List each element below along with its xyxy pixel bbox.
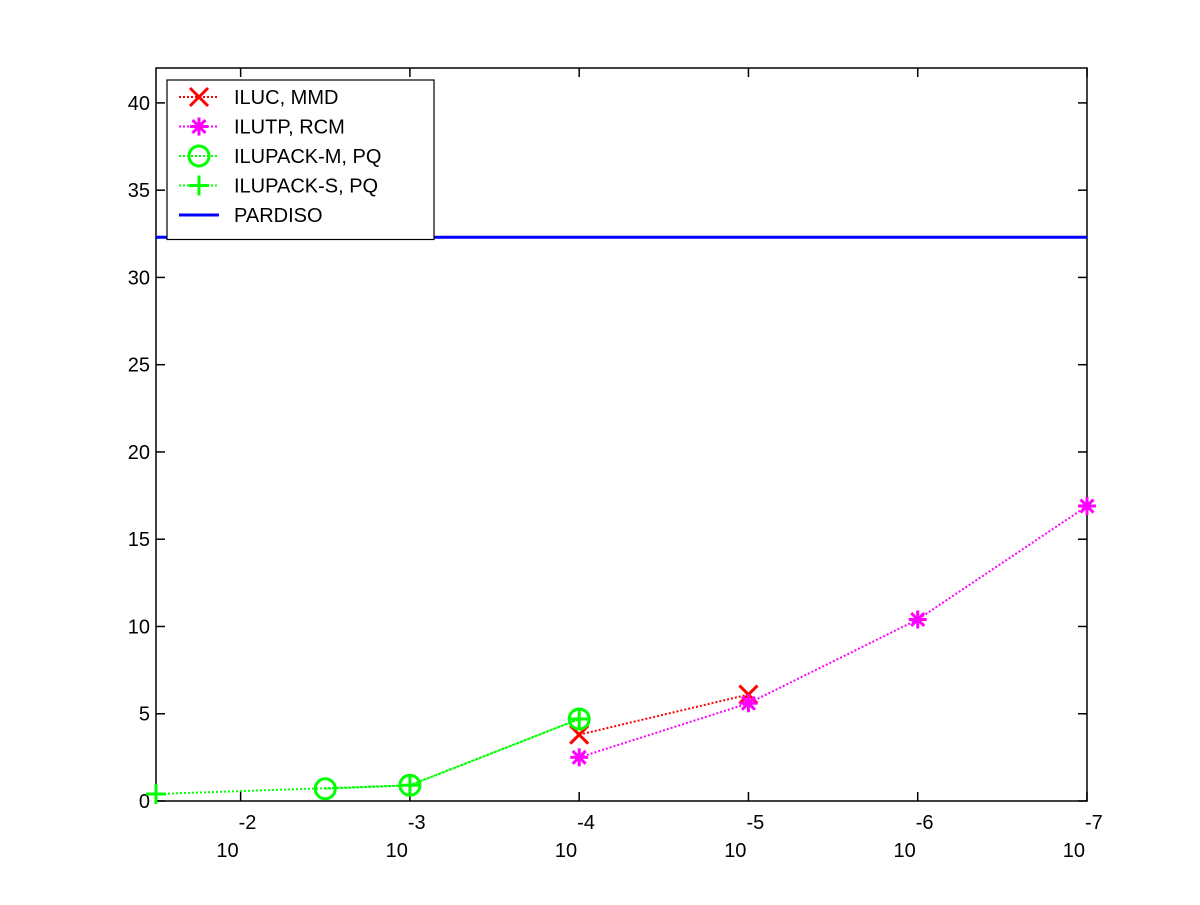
y-tick-label: 0 bbox=[139, 791, 150, 813]
series-line bbox=[155, 718, 580, 795]
data-point-asterisk-marker bbox=[1079, 498, 1095, 514]
data-point-asterisk-marker bbox=[910, 611, 926, 628]
y-tick-label: 25 bbox=[128, 355, 150, 377]
plot-frame bbox=[155, 67, 1088, 802]
data-point-circle-marker bbox=[187, 144, 211, 168]
legend-entry-label: ILUTP, RCM bbox=[234, 117, 345, 139]
legend-entry-label: ILUPACK-S, PQ bbox=[234, 176, 378, 198]
legend-entry-label: ILUC, MMD bbox=[234, 87, 338, 109]
y-tick-label: 5 bbox=[139, 704, 150, 726]
data-point-x-marker bbox=[188, 86, 210, 108]
y-tick-label: 15 bbox=[128, 529, 150, 551]
y-tick-label: 30 bbox=[128, 267, 150, 289]
data-point-circle-marker bbox=[313, 777, 337, 801]
legend-entry-label: PARDISO bbox=[234, 205, 323, 227]
x-tick-label-base: 10 bbox=[555, 840, 577, 862]
plot-series bbox=[146, 235, 1096, 805]
x-tick-label-base: 10 bbox=[386, 840, 408, 862]
x-tick-label-exponent: -2 bbox=[239, 812, 257, 834]
y-tick-label: 35 bbox=[128, 180, 150, 202]
series-line bbox=[325, 718, 580, 790]
x-tick-label-exponent: -4 bbox=[577, 812, 595, 834]
x-tick-label-exponent: -7 bbox=[1085, 812, 1103, 834]
x-tick-label-base: 10 bbox=[893, 840, 915, 862]
legend-box bbox=[166, 79, 435, 241]
y-tick-label: 20 bbox=[128, 442, 150, 464]
data-point-asterisk-marker bbox=[191, 118, 207, 135]
x-tick-label-exponent: -3 bbox=[408, 812, 426, 834]
legend: ILUC, MMD ILUTP, RCM ILUPACK-M, PQ ILUPACK-… bbox=[166, 79, 435, 241]
x-tick-label-base: 10 bbox=[216, 840, 238, 862]
x-tick-label-exponent: -5 bbox=[746, 812, 764, 834]
data-point-asterisk-marker bbox=[571, 749, 587, 765]
x-tick-label-exponent: -6 bbox=[916, 812, 934, 834]
y-tick-label: 40 bbox=[128, 93, 150, 115]
y-tick-label: 10 bbox=[128, 616, 150, 638]
series-line bbox=[578, 693, 749, 736]
data-point-asterisk-marker bbox=[740, 695, 756, 711]
x-tick-label-base: 10 bbox=[724, 840, 746, 862]
series-line bbox=[578, 505, 1088, 759]
x-tick-label-base: 10 bbox=[1063, 840, 1085, 862]
legend-entry-label: ILUPACK-M, PQ bbox=[234, 146, 381, 168]
